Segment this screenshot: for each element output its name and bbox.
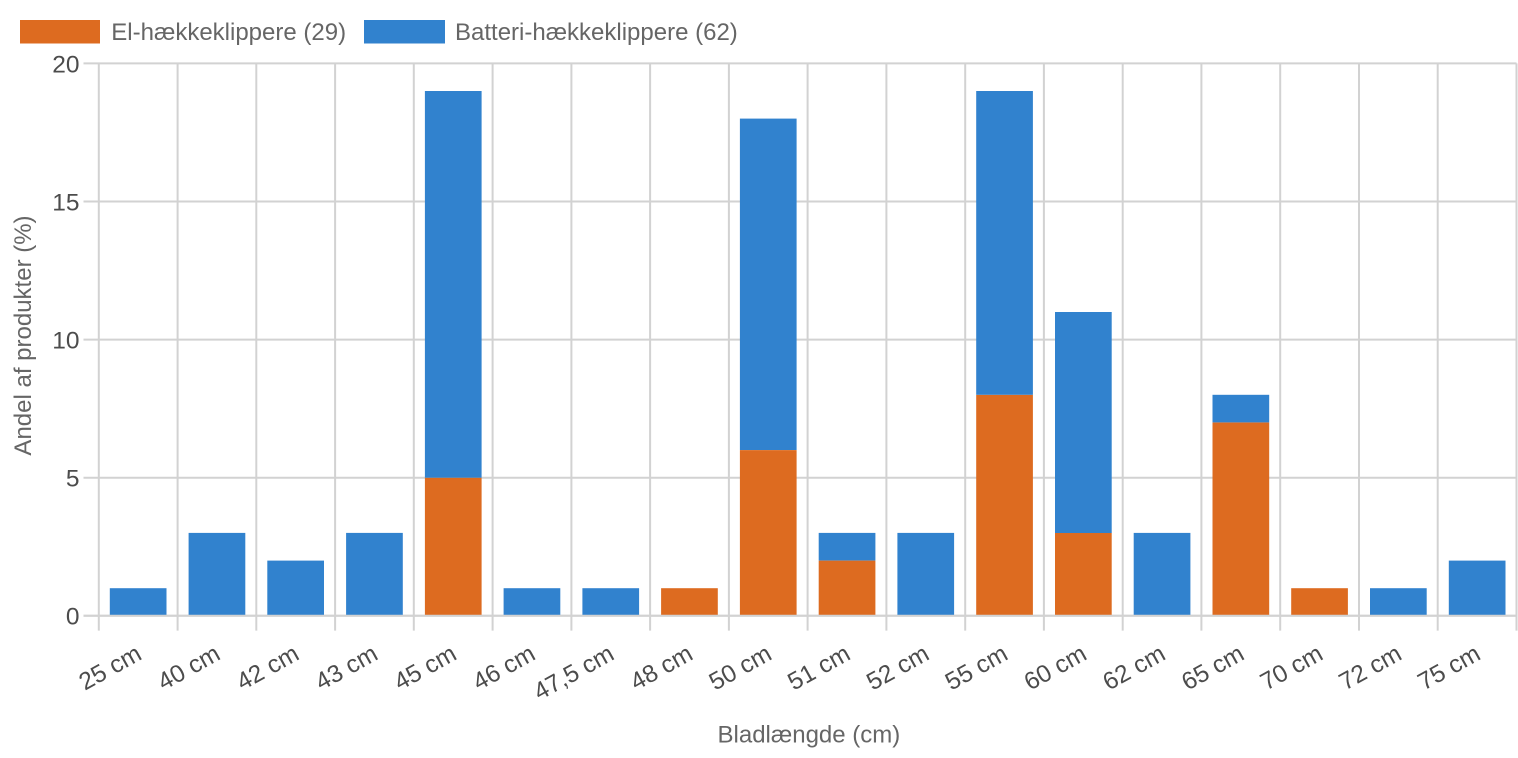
svg-text:15: 15 (52, 189, 79, 216)
svg-text:Bladlængde (cm): Bladlængde (cm) (718, 722, 901, 749)
svg-text:Andel af produkter (%): Andel af produkter (%) (10, 215, 37, 455)
svg-text:5: 5 (66, 466, 80, 493)
svg-text:Batteri-hækkeklippere (62): Batteri-hækkeklippere (62) (455, 19, 738, 46)
svg-text:10: 10 (52, 328, 79, 355)
svg-text:20: 20 (52, 51, 79, 78)
svg-text:0: 0 (66, 604, 80, 631)
svg-text:El-hækkeklippere (29): El-hækkeklippere (29) (111, 19, 346, 46)
